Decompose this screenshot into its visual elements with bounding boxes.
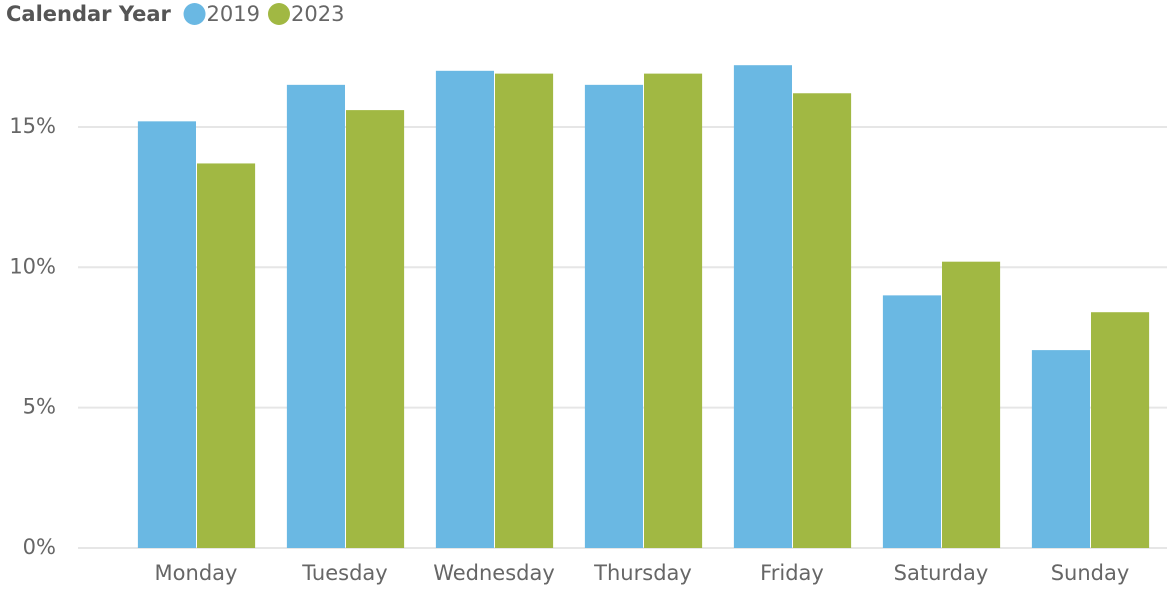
x-tick-label: Friday [760,561,824,585]
bar [1031,350,1090,548]
legend-label: 2019 [207,2,260,26]
y-tick-label: 0% [23,535,56,559]
bar [435,70,494,548]
legend-marker [183,3,206,25]
y-tick-label: 10% [9,254,56,278]
bar [733,65,792,549]
bar [286,84,345,548]
bar [346,110,405,548]
legend-label: 2023 [291,2,344,26]
bar [644,73,703,548]
x-tick-label: Sunday [1051,561,1130,585]
bar [793,93,852,549]
bar [137,121,196,548]
x-tick-label: Saturday [894,561,989,585]
bar [882,295,941,548]
y-tick-label: 15% [9,114,56,138]
legend-title: Calendar Year [6,2,172,26]
bar [1091,312,1150,548]
y-tick-label: 5% [23,395,56,419]
legend-marker [267,3,290,25]
bar [495,73,554,548]
bar [584,84,643,548]
x-tick-label: Monday [155,561,238,585]
bar [942,261,1001,548]
x-tick-label: Tuesday [301,561,387,585]
bar [197,163,256,549]
x-tick-label: Wednesday [433,561,555,585]
x-tick-label: Thursday [593,561,692,585]
